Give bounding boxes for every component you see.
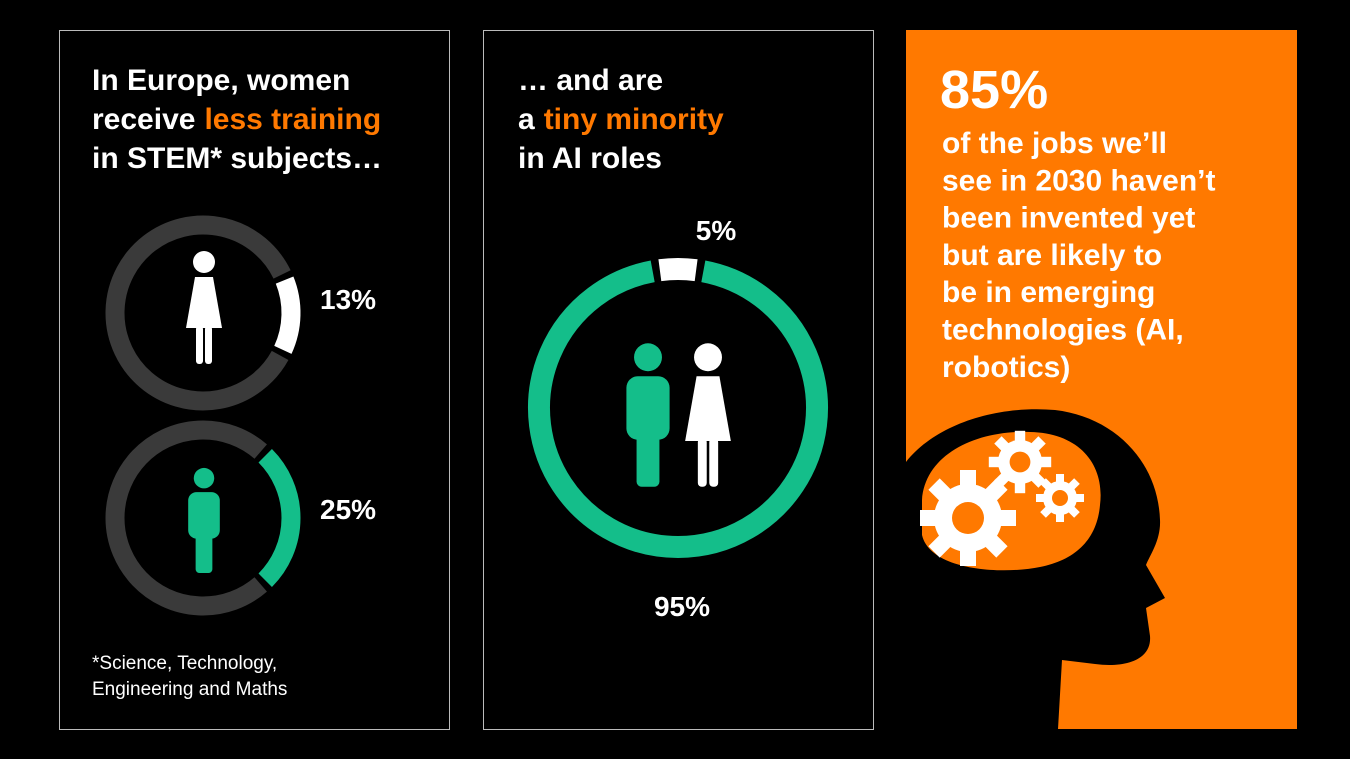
icon-head [193,251,215,273]
title-line: in STEM* subjects… [92,142,382,175]
man-icon [188,467,220,574]
title-highlight: tiny minority [544,103,724,136]
body-line: been invented yet [942,202,1195,235]
ring-segment [528,260,828,558]
body-line: but are likely to [942,239,1162,272]
title-line: receive less training [92,103,381,136]
icon-body [186,277,222,328]
gear [920,470,1016,566]
gear-tooth [1014,430,1026,444]
ring-segment [658,258,698,282]
icon-leg [697,438,707,487]
woman-icon [186,251,222,364]
gear-tooth [1014,480,1026,494]
icon-leg [636,430,660,487]
icon-leg [195,532,213,574]
gear-hole [1009,451,1031,473]
body-line: see in 2030 haven’t [942,164,1216,197]
rings: 13% 25% 5% 95% [105,215,828,622]
icon-leg [196,326,203,364]
panel-frame [483,30,874,730]
icon-body [626,376,670,440]
title-line: a tiny minority [518,103,724,136]
title-line: In Europe, women [92,64,350,97]
head-illustration [906,409,1165,729]
body-line: of the jobs we’ll [942,127,1167,160]
icon-head [193,467,215,489]
man-icon [626,343,670,487]
ring-track [105,215,291,411]
ring-label: 5% [696,215,737,246]
woman-icon [685,343,731,487]
gear-hole [952,502,984,534]
icon-head [634,343,662,372]
panel-frame [59,30,450,730]
gear-tooth [1056,512,1064,522]
ring-segment [258,449,301,587]
ring-label: 25% [320,494,376,525]
gear-hole [1052,490,1068,506]
ring-segment [274,276,301,354]
icon-leg [709,438,719,487]
icon-leg [205,326,212,364]
gear-tooth [1056,474,1064,484]
body-line: be in emerging [942,276,1155,309]
icon-head [694,343,722,372]
title-line: … and are [518,64,663,97]
gear [1036,474,1084,522]
title-text: a [518,103,535,136]
body-text: of the jobs we’ll see in 2030 haven’t been… [942,127,1216,384]
gear [988,430,1052,494]
body-line: robotics) [942,351,1070,384]
ring-label: 13% [320,284,376,315]
ring-track [105,420,267,616]
title-highlight: less training [204,103,381,136]
icon-body [685,376,731,442]
body-line: technologies (AI, [942,314,1184,347]
footnote: Engineering and Maths [92,679,287,700]
ring-label: 95% [654,591,710,622]
icons [186,251,731,574]
icon-body [188,492,220,539]
title-line: in AI roles [518,142,662,175]
stat: 85% [940,60,1048,120]
title-text: receive [92,103,195,136]
footnote: *Science, Technology, [92,653,277,674]
